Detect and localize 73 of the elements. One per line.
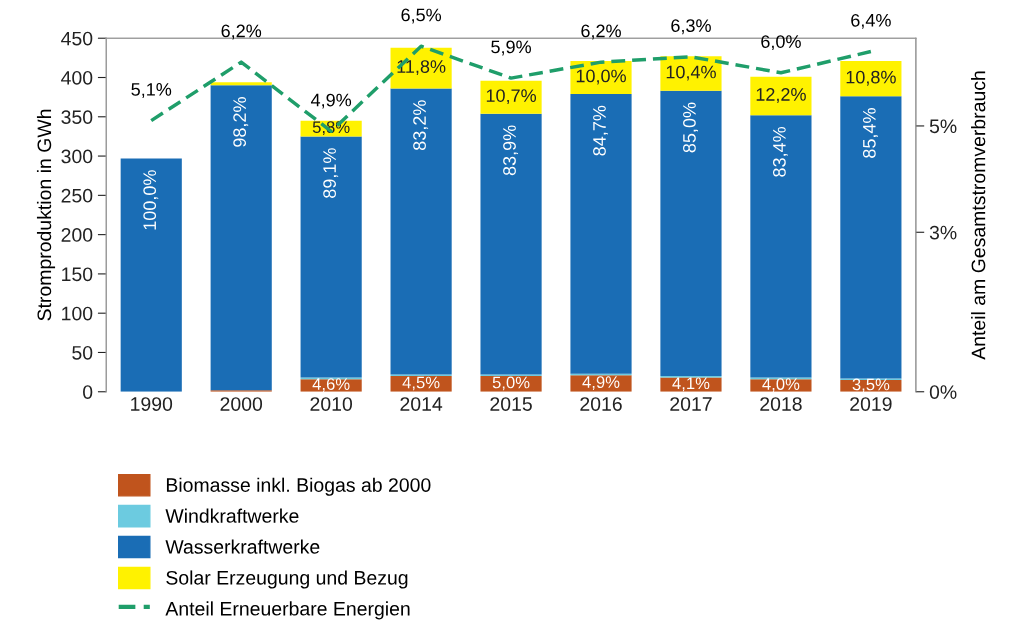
x-tick-label: 2014 [400,397,443,411]
annotation: 85,0% [683,102,698,153]
y-tick-label: 50 [72,345,93,360]
x-tick-label: 2017 [670,397,712,411]
x-tick-label: 1990 [131,397,173,411]
bar [750,76,812,116]
bar [660,90,722,377]
data-label: 5,9% [491,40,531,56]
data-label: 6,2% [581,24,621,40]
annotation: 4,1% [672,377,710,392]
legend-label: Anteil Erneuerbare Energien [165,601,410,620]
data-label: 4,9% [310,93,352,109]
annotation: 4,5% [402,376,440,391]
bar [390,88,452,375]
annotation: 85,4% [862,108,878,158]
legend-label: Windkraftwerke [165,508,299,523]
annotation: 4,6% [312,378,350,392]
annotation: 3,5% [852,378,890,393]
annotation: 10,0% [576,69,626,85]
bar [840,61,902,97]
y-tick-label: 300 [61,149,93,164]
annotation: 83,2% [413,100,429,151]
annotation: 84,7% [593,105,608,156]
x-tick-label: 2016 [580,397,622,411]
x-tick-label: 2015 [490,397,532,411]
annotation: 5,0% [492,376,530,391]
data-label: 6,5% [401,8,442,24]
x-tick-label: 2010 [310,397,353,411]
data-label: 6,4% [851,13,891,29]
bar [120,158,182,392]
annotation: 12,2% [756,88,806,103]
bar [210,82,272,86]
annotation: 10,4% [666,65,716,81]
bar [480,113,542,375]
legend-label: Biomasse inkl. Biogas ab 2000 [166,477,431,496]
annotation: 11,8% [397,60,446,76]
bar [750,115,812,378]
data-label: 5,1% [131,83,172,98]
y-tick-label: 200 [61,228,93,242]
annotation: 98,2% [233,97,249,147]
y2-tick-label: 0% [929,385,957,399]
annotation: 10,8% [846,70,896,86]
data-label: 6,0% [761,35,801,51]
legend-label: Solar Erzeugung und Bezug [166,570,408,589]
annotation: 10,7% [486,89,537,105]
bar [480,80,542,114]
data-label: 6,3% [671,19,711,35]
y-tick-label: 250 [61,188,93,203]
data-label: 6,2% [221,24,262,40]
y-tick-label: 100 [62,306,93,321]
bar [210,85,272,391]
y2-tick-label: 3% [929,225,957,240]
y-tick-label: 450 [61,31,93,46]
x-tick-label: 2019 [850,397,892,411]
annotation: 83,4% [772,126,788,177]
y-tick-label: 400 [61,70,93,85]
y-tick-label: 0 [83,385,93,399]
bar [570,94,632,374]
bar [300,136,362,378]
y-tick-label: 350 [61,110,93,125]
y-tick-label: 150 [62,267,93,282]
annotation: 89,1% [323,148,339,198]
annotation: 4,9% [582,376,620,390]
y2-tick-label: 5% [929,119,957,134]
y2-axis-title: Anteil am Gesamtstromverbrauch [971,71,986,360]
annotation: 83,9% [503,125,519,176]
x-tick-label: 2018 [760,397,802,411]
annotation: 100,0% [143,170,159,230]
legend-label: Wasserkraftwerke [165,539,320,554]
x-tick-label: 2000 [220,397,263,411]
annotation: 4,0% [762,378,800,392]
y-axis-title: Stromproduktion in GWh [36,109,56,321]
bar [840,96,902,379]
